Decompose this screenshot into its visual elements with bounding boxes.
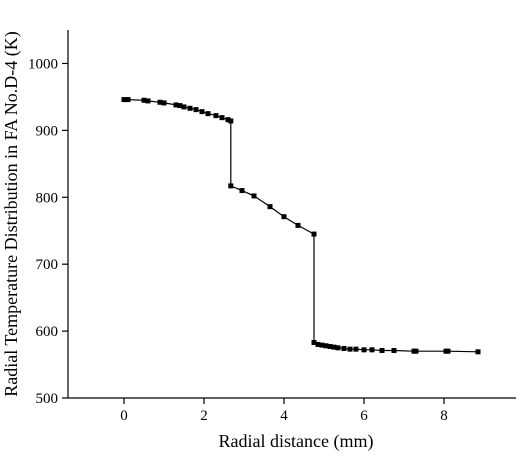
data-point [281,214,287,220]
data-point [251,193,257,199]
data-point [335,345,341,351]
data-point [181,104,187,110]
series-line [124,98,479,353]
x-tick-label: 0 [120,408,128,424]
x-tick-label: 4 [280,408,288,424]
data-point [228,118,234,124]
y-axis-label: Radial Temperature Distribution in FA No… [1,31,22,397]
data-point [323,343,329,349]
data-point [369,347,375,353]
y-tick-label: 600 [36,324,59,340]
data-point [177,103,183,109]
data-point [295,222,301,228]
data-point [267,204,273,210]
data-point [315,341,321,347]
x-tick-label: 8 [440,408,448,424]
data-point [445,348,451,354]
data-point [319,342,325,348]
data-point [161,100,167,106]
data-point [379,347,385,353]
data-point [311,231,317,237]
y-tick-label: 500 [36,391,59,407]
data-point [311,339,317,345]
data-point [475,349,481,355]
data-point [173,102,179,108]
x-tick-label: 2 [200,408,208,424]
data-point [228,183,234,189]
data-point [413,348,419,354]
data-point [327,343,333,349]
x-tick-label: 6 [360,408,368,424]
data-point [213,113,219,119]
series-line-group [124,98,479,353]
data-point [341,345,347,351]
x-axis-label: Radial distance (mm) [219,431,374,452]
data-point [187,105,193,111]
y-tick-label: 900 [36,123,59,139]
data-point [157,99,163,105]
data-point [121,97,127,103]
label-group: Radial distance (mm) Radial Temperature … [1,31,373,452]
data-point [145,98,151,104]
data-point [347,346,353,352]
data-point [361,347,367,353]
data-point [353,346,359,352]
data-point [225,117,231,123]
y-tick-label: 700 [36,257,59,273]
data-point [239,188,245,194]
data-point [199,109,205,115]
marker-group [121,97,481,355]
data-point [193,107,199,113]
data-point [219,115,225,121]
data-point [391,347,397,353]
data-point [331,344,337,350]
data-point [141,97,147,103]
axes: 500 600 700 800 900 1000 0 2 4 6 8 [28,30,516,424]
y-tick-label: 800 [36,190,59,206]
data-point [125,97,131,103]
y-tick-label: 1000 [28,56,58,72]
data-point [205,111,211,117]
